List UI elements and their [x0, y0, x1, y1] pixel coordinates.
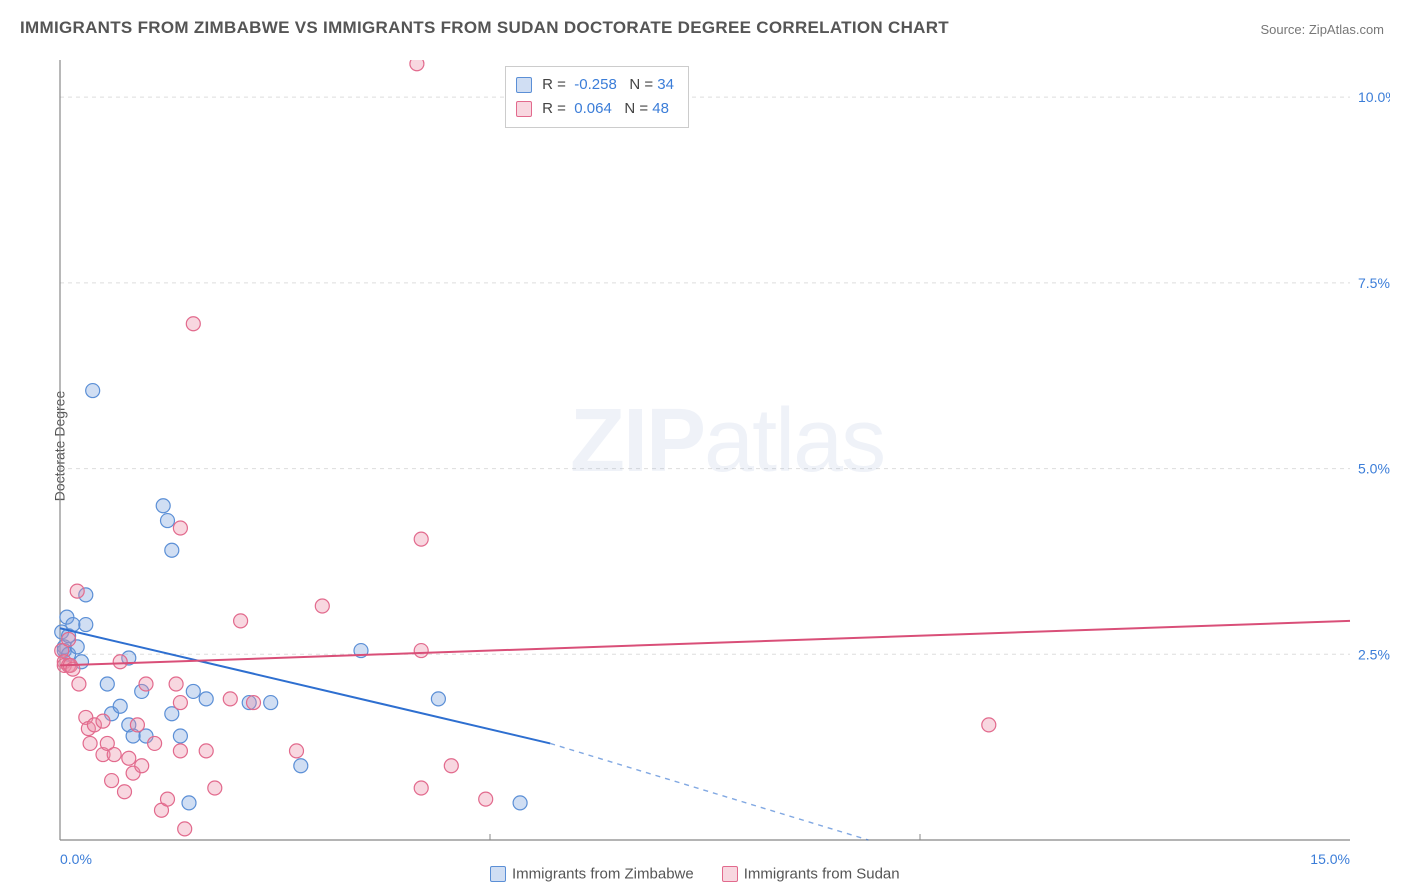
legend-swatch	[722, 866, 738, 882]
svg-text:2.5%: 2.5%	[1358, 646, 1390, 662]
svg-text:0.0%: 0.0%	[60, 851, 92, 867]
chart-svg: 2.5% 5.0% 7.5% 10.0% 0.0% 15.0%	[50, 60, 1390, 880]
legend-stats-row: R = 0.064 N = 48	[516, 97, 674, 121]
bottom-legend-item: Immigrants from Sudan	[722, 865, 900, 882]
legend-stats-row: R = -0.258 N = 34	[516, 73, 674, 97]
bottom-legend-item: Immigrants from Zimbabwe	[490, 865, 694, 882]
chart-title: IMMIGRANTS FROM ZIMBABWE VS IMMIGRANTS F…	[20, 18, 949, 38]
bottom-legend: Immigrants from Zimbabwe Immigrants from …	[490, 865, 928, 883]
legend-stats-box: R = -0.258 N = 34 R = 0.064 N = 48	[505, 66, 689, 128]
legend-swatch	[490, 866, 506, 882]
plot-area: 2.5%5.0%7.5%10.0%0.0%15.0% ZIPatlas R = …	[50, 60, 1390, 860]
source-label: Source: ZipAtlas.com	[1260, 22, 1384, 37]
svg-text:7.5%: 7.5%	[1358, 275, 1390, 291]
legend-swatch	[516, 77, 532, 93]
legend-swatch	[516, 101, 532, 117]
svg-text:10.0%: 10.0%	[1358, 89, 1390, 105]
svg-text:5.0%: 5.0%	[1358, 461, 1390, 477]
svg-text:15.0%: 15.0%	[1310, 851, 1350, 867]
